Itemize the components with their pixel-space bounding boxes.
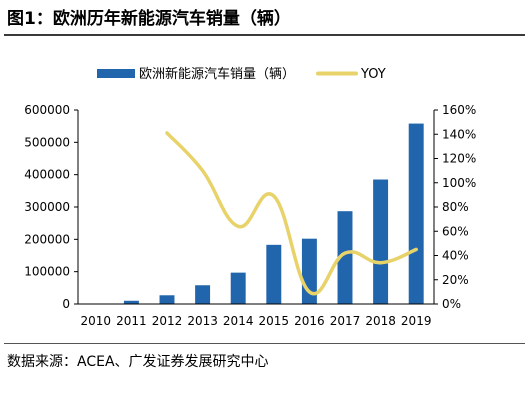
x-tick-label: 2014	[223, 314, 254, 328]
left-y-axis: 0 100000 200000 300000 400000 500000 600000	[24, 103, 79, 311]
left-tick-label: 500000	[24, 135, 70, 149]
source-note: 数据来源：ACEA、广发证券发展研究中心	[7, 354, 269, 370]
x-tick-label: 2013	[187, 314, 218, 328]
right-tick-label: 40%	[442, 249, 469, 263]
title-divider	[4, 34, 525, 36]
footer-divider	[4, 343, 525, 344]
sales-bar	[408, 123, 424, 304]
right-tick-label: 60%	[442, 224, 469, 238]
sales-bar	[195, 285, 211, 304]
left-tick-label: 600000	[24, 103, 70, 117]
right-tick-label: 0%	[442, 297, 461, 311]
sales-bar	[266, 244, 282, 304]
x-tick-label: 2017	[330, 314, 361, 328]
x-axis: 2010 2011 2012 2013 2014 2015 2016 2017 2018 2019	[78, 303, 434, 328]
sales-bar	[123, 300, 139, 304]
left-tick-label: 400000	[24, 168, 70, 182]
chart-legend: 欧洲新能源汽车销量（辆） YOY	[97, 66, 386, 82]
right-tick-label: 140%	[442, 127, 476, 141]
sales-bar	[337, 211, 353, 304]
x-tick-label: 2011	[116, 314, 147, 328]
x-tick-label: 2012	[152, 314, 183, 328]
x-tick-label: 2019	[401, 314, 432, 328]
right-tick-label: 20%	[442, 273, 469, 287]
x-tick-label: 2015	[259, 314, 290, 328]
legend-label-bar: 欧洲新能源汽车销量（辆）	[139, 66, 295, 82]
right-tick-label: 120%	[442, 152, 476, 166]
right-tick-label: 100%	[442, 176, 476, 190]
right-y-axis: 0% 20% 40% 60% 80% 100% 120% 140% 160%	[433, 103, 476, 311]
legend-label-line: YOY	[360, 67, 386, 82]
yoy-line	[165, 131, 418, 296]
right-tick-label: 80%	[442, 200, 469, 214]
right-tick-label: 160%	[442, 103, 476, 117]
yoy-line-series	[165, 131, 418, 296]
sales-bar	[373, 179, 389, 304]
sales-bar	[230, 272, 246, 304]
figure-title: 图1：欧洲历年新能源汽车销量（辆）	[7, 9, 291, 29]
bar-series	[123, 123, 424, 304]
sales-bar	[159, 295, 175, 304]
x-tick-label: 2018	[365, 314, 396, 328]
left-tick-label: 100000	[24, 265, 70, 279]
left-tick-label: 0	[62, 297, 70, 311]
x-tick-label: 2016	[294, 314, 325, 328]
left-tick-label: 300000	[24, 200, 70, 214]
left-tick-label: 200000	[24, 232, 70, 246]
legend-swatch-bar	[97, 69, 135, 78]
sales-yoy-chart: 欧洲新能源汽车销量（辆） YOY 0 100000 200000 300000 40000…	[24, 66, 476, 328]
x-tick-label: 2010	[81, 314, 112, 328]
